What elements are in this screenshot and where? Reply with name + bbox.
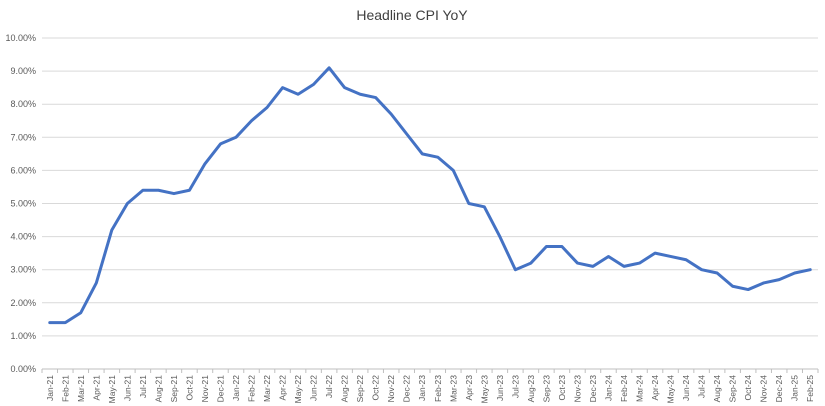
x-tick-label: Nov-24 xyxy=(759,375,769,403)
x-tick-label: Dec-24 xyxy=(774,375,784,403)
x-tick-label: Sep-22 xyxy=(355,375,365,403)
y-tick-label: 0.00% xyxy=(10,364,36,374)
x-tick-label: Jul-24 xyxy=(697,375,707,398)
y-tick-label: 9.00% xyxy=(10,66,36,76)
x-tick-label: Dec-22 xyxy=(402,375,412,403)
x-tick-label: Aug-22 xyxy=(340,375,350,403)
x-tick-label: Apr-21 xyxy=(91,375,101,401)
x-tick-label: Oct-24 xyxy=(743,375,753,401)
y-tick-label: 8.00% xyxy=(10,99,36,109)
x-tick-label: Apr-23 xyxy=(464,375,474,401)
x-tick-label: Apr-24 xyxy=(650,375,660,401)
series-line xyxy=(48,66,812,325)
x-tick-label: Aug-23 xyxy=(526,375,536,403)
x-tick-label: Mar-22 xyxy=(262,375,272,402)
x-tick-label: May-24 xyxy=(666,375,676,404)
gridlines xyxy=(41,37,819,373)
x-tick-label: Dec-23 xyxy=(588,375,598,403)
x-tick-label: Feb-22 xyxy=(247,375,257,402)
x-tick-label: Jan-22 xyxy=(231,375,241,401)
x-tick-label: Apr-22 xyxy=(278,375,288,401)
y-tick-label: 4.00% xyxy=(10,232,36,242)
x-tick-label: Aug-21 xyxy=(153,375,163,403)
x-tick-label: Sep-21 xyxy=(169,375,179,403)
x-tick-label: Oct-21 xyxy=(184,375,194,401)
x-tick-label: Nov-23 xyxy=(572,375,582,403)
x-tick-label: Jun-23 xyxy=(495,375,505,401)
x-tick-label: Mar-24 xyxy=(635,375,645,402)
x-tick-label: Feb-21 xyxy=(60,375,70,402)
y-tick-label: 10.00% xyxy=(5,33,36,43)
x-tick-label: May-23 xyxy=(479,375,489,404)
x-tick-label: Oct-22 xyxy=(371,375,381,401)
x-tick-label: May-21 xyxy=(107,375,117,404)
x-tick-label: Sep-24 xyxy=(728,375,738,403)
x-tick-label: Nov-21 xyxy=(200,375,210,403)
y-tick-label: 3.00% xyxy=(10,265,36,275)
y-tick-label: 2.00% xyxy=(10,298,36,308)
x-tick-label: Feb-23 xyxy=(433,375,443,402)
y-tick-label: 6.00% xyxy=(10,165,36,175)
y-tick-label: 7.00% xyxy=(10,132,36,142)
x-tick-label: Jan-21 xyxy=(45,375,55,401)
x-tick-label: Sep-23 xyxy=(541,375,551,403)
y-axis-ticks: 0.00% 1.00% 2.00% 3.00% 4.00% 5.00% 6.00% 7.00%… xyxy=(5,33,36,374)
x-tick-label: Jul-21 xyxy=(138,375,148,398)
x-tick-label: Oct-23 xyxy=(557,375,567,401)
x-tick-label: Jun-22 xyxy=(309,375,319,401)
series-layer xyxy=(48,66,812,325)
x-tick-label: Feb-25 xyxy=(805,375,815,402)
x-tick-label: Mar-23 xyxy=(448,375,458,402)
x-tick-label: Jan-25 xyxy=(790,375,800,401)
x-tick-label: Jul-22 xyxy=(324,375,334,398)
x-axis-ticks: Jan-21 Feb-21 Mar-21 Apr-21 May-21 Jun-21 Jul-… xyxy=(45,375,815,404)
x-tick-label: Jan-24 xyxy=(603,375,613,401)
x-tick-label: Jun-24 xyxy=(681,375,691,401)
x-tick-label: Dec-21 xyxy=(215,375,225,403)
x-tick-label: Nov-22 xyxy=(386,375,396,403)
x-tick-label: Mar-21 xyxy=(76,375,86,402)
chart-title: Headline CPI YoY xyxy=(356,7,468,23)
x-tick-label: Feb-24 xyxy=(619,375,629,402)
x-tick-label: Jul-23 xyxy=(510,375,520,398)
x-tick-label: Aug-24 xyxy=(712,375,722,403)
y-tick-label: 5.00% xyxy=(10,199,36,209)
x-tick-label: Jan-23 xyxy=(417,375,427,401)
y-tick-label: 1.00% xyxy=(10,331,36,341)
x-tick-label: Jun-21 xyxy=(122,375,132,401)
x-tick-label: May-22 xyxy=(293,375,303,404)
